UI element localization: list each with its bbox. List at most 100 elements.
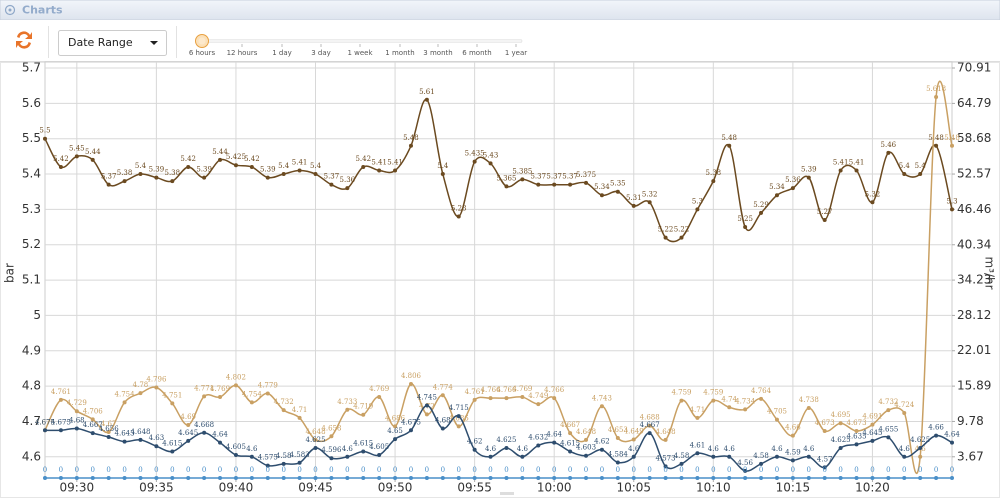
data-label: 0 xyxy=(441,466,445,474)
data-label: 4.749 xyxy=(528,392,548,400)
data-label: 4.615 xyxy=(162,439,182,447)
data-point xyxy=(313,476,318,480)
data-label: 4.59 xyxy=(785,448,801,456)
data-label: 0 xyxy=(791,466,795,474)
slider-option[interactable]: 12 hours xyxy=(227,49,258,57)
data-point xyxy=(902,454,907,459)
data-label: 4.596 xyxy=(321,446,342,454)
data-point xyxy=(806,406,811,411)
data-label: 4.653 xyxy=(608,426,628,434)
data-point xyxy=(631,476,636,480)
data-label: 0 xyxy=(106,466,110,474)
refresh-arrow xyxy=(16,41,31,49)
date-range-dropdown[interactable] xyxy=(58,30,167,56)
data-label: 0 xyxy=(345,466,349,474)
data-point xyxy=(774,476,779,480)
data-point xyxy=(393,168,398,173)
data-point xyxy=(504,396,509,401)
data-label: 5.32 xyxy=(865,190,881,198)
data-label: 0 xyxy=(679,466,683,474)
data-label: 0 xyxy=(822,466,826,474)
slider-option[interactable]: 1 week xyxy=(347,49,373,57)
data-point xyxy=(552,396,557,401)
data-label: 5.37 xyxy=(562,173,578,181)
data-point xyxy=(854,476,859,480)
data-label: 4.715 xyxy=(449,404,469,412)
data-point xyxy=(329,456,334,461)
data-label: 0 xyxy=(297,466,301,474)
data-point xyxy=(790,476,795,480)
data-label: 0 xyxy=(43,466,47,474)
data-point xyxy=(568,449,573,454)
data-label: 4.668 xyxy=(194,421,214,429)
data-label: 4.58 xyxy=(674,452,690,460)
data-point xyxy=(790,186,795,191)
data-label: 5.43 xyxy=(483,151,499,159)
data-point xyxy=(43,428,47,433)
data-point xyxy=(488,396,493,401)
data-point xyxy=(838,168,843,173)
data-point xyxy=(870,438,875,443)
resize-handle[interactable] xyxy=(500,492,514,495)
data-point xyxy=(536,182,541,187)
data-point xyxy=(345,186,350,191)
y-tick-label: 4.7 xyxy=(22,414,41,428)
data-label: 4.667 xyxy=(640,421,660,429)
data-point xyxy=(440,476,445,480)
data-label: 5.36 xyxy=(785,176,801,184)
refresh-button[interactable] xyxy=(16,31,32,49)
data-label: 0 xyxy=(425,466,429,474)
data-label: 4.743 xyxy=(592,394,612,402)
x-tick-label: 09:55 xyxy=(457,481,492,495)
data-point xyxy=(154,444,159,449)
data-label: 0 xyxy=(727,466,731,474)
collapse-icon[interactable] xyxy=(4,4,16,16)
data-label: 0 xyxy=(154,466,158,474)
data-point xyxy=(918,445,923,450)
data-point xyxy=(154,476,159,480)
data-label: 4.74 xyxy=(721,395,737,403)
data-label: 5.34 xyxy=(594,183,610,191)
data-point xyxy=(58,428,63,433)
slider-option[interactable]: 1 day xyxy=(272,49,292,57)
slider-option[interactable]: 6 hours xyxy=(189,49,216,57)
data-point xyxy=(329,182,334,187)
data-label: 0 xyxy=(75,466,79,474)
data-point xyxy=(408,143,413,148)
slider-option[interactable]: 3 month xyxy=(423,49,452,57)
data-point xyxy=(361,164,366,169)
data-label: 0 xyxy=(456,466,460,474)
range-slider-track[interactable] xyxy=(201,39,523,43)
y-tick-label: 5.5 xyxy=(22,131,41,145)
data-label: 4.754 xyxy=(115,390,136,398)
data-point xyxy=(456,476,461,480)
data-point xyxy=(663,476,668,480)
data-label: 0 xyxy=(170,466,174,474)
data-point xyxy=(377,453,382,458)
data-point xyxy=(281,172,286,177)
data-label: 4.649 xyxy=(624,427,644,435)
data-label: 4.769 xyxy=(512,385,532,393)
data-point xyxy=(520,454,525,459)
slider-option[interactable]: 6 month xyxy=(462,49,491,57)
data-label: 5.42 xyxy=(53,155,69,163)
data-label: 4.584 xyxy=(608,450,629,458)
data-point xyxy=(424,403,429,408)
data-point xyxy=(536,476,541,480)
data-point xyxy=(345,454,350,459)
slider-option[interactable]: 1 month xyxy=(385,49,414,57)
data-label: 4.729 xyxy=(67,399,87,407)
data-point xyxy=(774,454,779,459)
data-label: 5.38 xyxy=(117,169,133,177)
data-point xyxy=(950,476,954,480)
data-point xyxy=(950,207,954,212)
data-point xyxy=(615,436,620,441)
x-tick-label: 09:40 xyxy=(219,481,254,495)
slider-option[interactable]: 3 day xyxy=(311,49,331,57)
data-point xyxy=(202,430,207,435)
y2-tick-label: 70.91 xyxy=(957,61,991,75)
data-label: 4.635 xyxy=(847,432,867,440)
data-label: 5.41 xyxy=(292,159,308,167)
data-label: 4.675 xyxy=(401,418,421,426)
slider-option[interactable]: 1 year xyxy=(505,49,527,57)
